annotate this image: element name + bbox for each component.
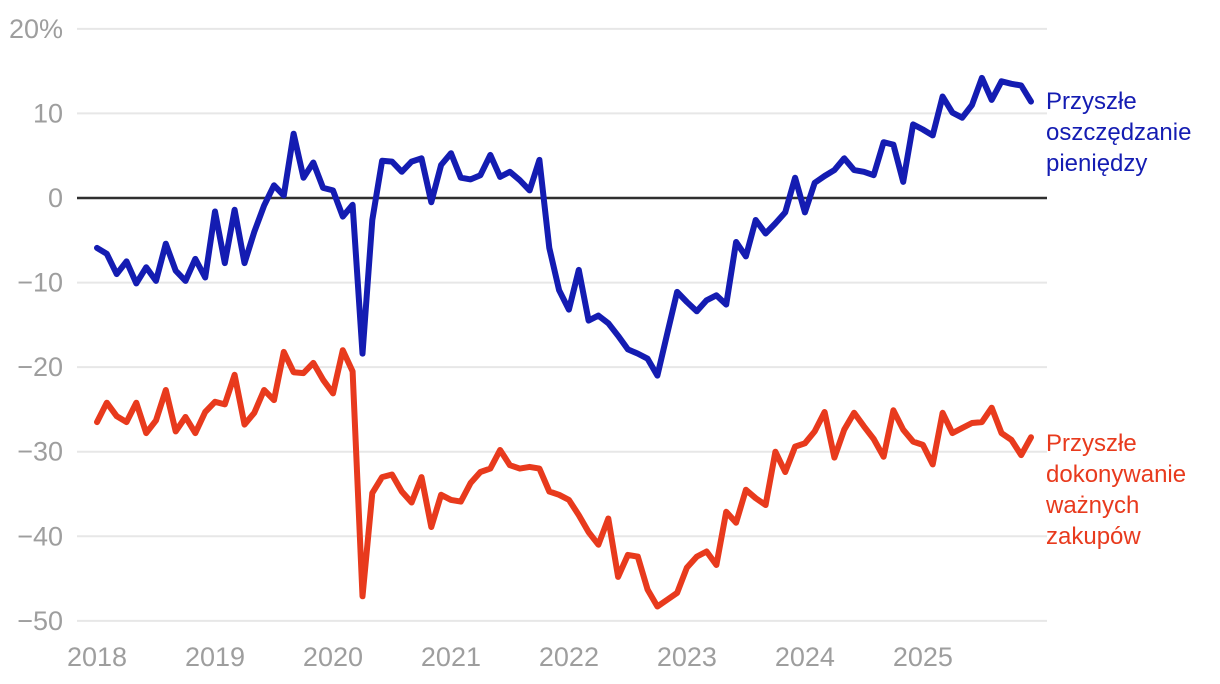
y-axis-tick-label: 10 — [33, 98, 63, 128]
x-axis-tick-label: 2022 — [539, 642, 599, 672]
legend-savings-line-2: oszczędzanie — [1046, 119, 1192, 146]
y-axis-tick-label: 20% — [9, 14, 63, 44]
legend-savings-line-3: pieniędzy — [1046, 150, 1148, 177]
y-axis-tick-label: 0 — [48, 183, 63, 213]
legend-purchases-line-4: zakupów — [1046, 523, 1141, 550]
y-axis-tick-label: −50 — [17, 606, 63, 636]
legend-savings-line-1: Przyszłe — [1046, 88, 1137, 115]
x-axis-tick-label: 2021 — [421, 642, 481, 672]
x-axis-tick-label: 2023 — [657, 642, 717, 672]
legend-purchases: Przyszłe dokonywanie ważnych zakupów — [1046, 428, 1186, 552]
y-axis-tick-label: −40 — [17, 521, 63, 551]
y-axis-tick-label: −20 — [17, 352, 63, 382]
legend-purchases-line-2: dokonywanie — [1046, 461, 1187, 488]
y-axis-tick-label: −10 — [17, 268, 63, 298]
x-axis-tick-label: 2018 — [67, 642, 127, 672]
x-axis-tick-label: 2025 — [893, 642, 953, 672]
legend-savings: Przyszłe oszczędzanie pieniędzy — [1046, 86, 1191, 179]
x-axis-tick-label: 2024 — [775, 642, 835, 672]
legend-purchases-line-1: Przyszłe — [1046, 430, 1137, 457]
x-axis-tick-label: 2020 — [303, 642, 363, 672]
purchases-series-line — [94, 347, 1034, 610]
savings-series-line — [94, 74, 1034, 379]
x-axis-tick-label: 2019 — [185, 642, 245, 672]
y-axis-tick-label: −30 — [17, 437, 63, 467]
legend-purchases-line-3: ważnych — [1046, 492, 1140, 519]
